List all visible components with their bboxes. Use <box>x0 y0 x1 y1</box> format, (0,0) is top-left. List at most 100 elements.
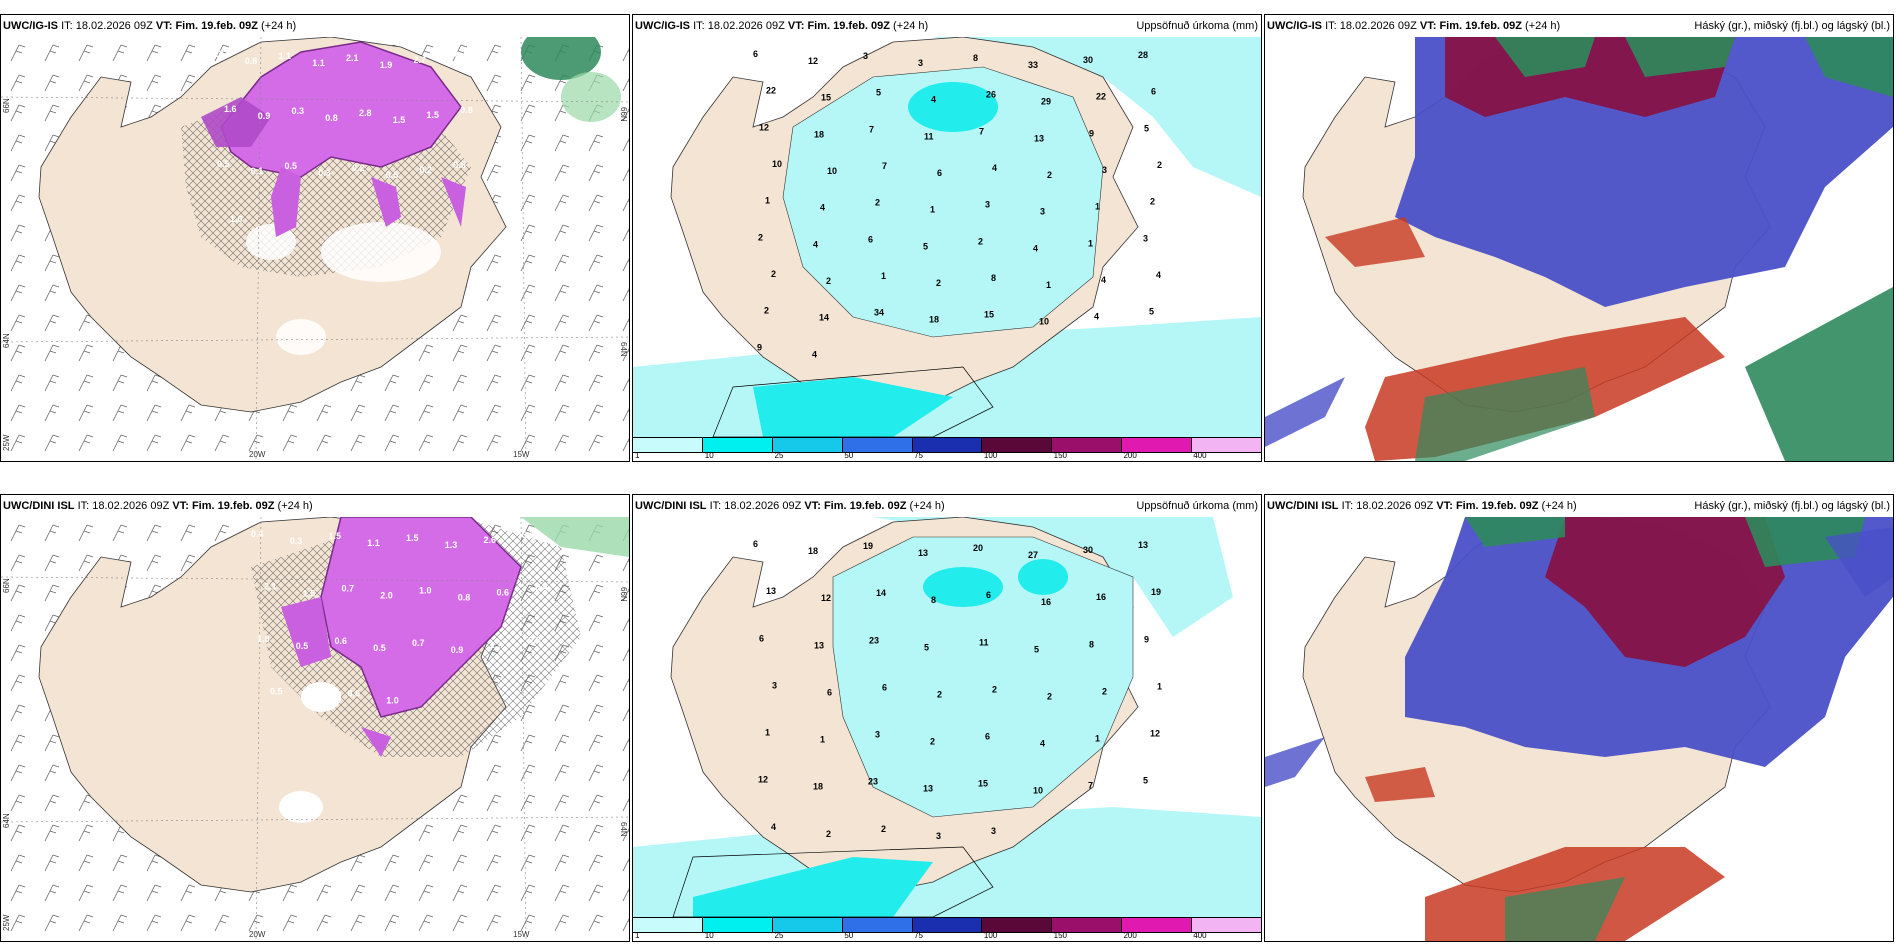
precip-value: 3 <box>1040 207 1045 217</box>
precip-value: 2.8 <box>359 108 372 118</box>
lat-label-66: 66N <box>2 98 11 113</box>
precip-value: 16 <box>1096 592 1106 602</box>
precip-value: 2 <box>930 737 935 747</box>
precip-value: 1.0 <box>386 696 399 706</box>
precip-value: 0.3 <box>292 106 305 116</box>
precip-value: 2.0 <box>380 591 393 601</box>
precip-value: 1.1 <box>367 538 380 548</box>
legend-tick-label: 50 <box>844 931 854 940</box>
precip-value: 0.8 <box>458 593 471 603</box>
model-name: UWC/DINI ISL <box>635 500 707 512</box>
precip-value: 6 <box>937 168 942 178</box>
init-time: 18.02.2026 09Z <box>1339 20 1417 32</box>
init-time: 18.02.2026 09Z <box>1356 500 1434 512</box>
precip-value: 18 <box>814 129 824 139</box>
precip-value: 6 <box>753 539 758 549</box>
it-label: IT: <box>693 20 705 32</box>
precip-value: 7 <box>979 126 984 136</box>
precip-value: 15 <box>978 779 988 789</box>
legend-swatch <box>633 438 702 452</box>
map-area: 66N 64N 66N 64N 20W 15W 25W 1.3 0.8 1.1 1.1… <box>1 37 629 461</box>
precip-value: 10 <box>827 166 837 176</box>
precip-value: 1 <box>1046 280 1051 290</box>
precip-value: 6 <box>985 732 990 742</box>
precip-value: 2 <box>992 684 997 694</box>
precip-value: 12 <box>1150 729 1160 739</box>
init-time: 18.02.2026 09Z <box>92 500 170 512</box>
legend-tick-label: 100 <box>983 931 998 940</box>
it-label: IT: <box>1325 20 1337 32</box>
precip-value: 5 <box>1034 644 1039 654</box>
precip-value: 34 <box>874 308 884 318</box>
precip-value: 2 <box>826 276 831 286</box>
precip-value: 3.3 <box>522 530 535 540</box>
lon-label-25: 25W <box>2 914 11 931</box>
precip-value: 1.1 <box>279 51 292 61</box>
precip-value: 11 <box>924 131 934 141</box>
precip-value: 10 <box>1039 317 1049 327</box>
legend-swatch <box>1191 918 1261 932</box>
precip-value: 0.6 <box>335 636 348 646</box>
precip-value: 27 <box>1028 550 1038 560</box>
precip-value: 1 <box>765 728 770 738</box>
precip-value: 6 <box>868 234 873 244</box>
lat-label-66-right: 66N <box>619 107 628 122</box>
precip-value: 2 <box>1047 691 1052 701</box>
model-name: UWC/IG-IS <box>3 20 58 32</box>
legend-swatch <box>841 438 912 452</box>
precip-value: 5 <box>1143 776 1148 786</box>
precip-value: 10 <box>772 159 782 169</box>
legend-tick-label: 100 <box>983 451 998 460</box>
panel-header: UWC/IG-IS IT: 18.02.2026 09Z VT: Fim. 19… <box>1 15 629 37</box>
precip-value: 28 <box>1138 50 1148 60</box>
precip-value: 14 <box>876 588 886 598</box>
precip-value: 1.5 <box>427 110 440 120</box>
vt-label: VT: <box>1419 20 1437 32</box>
precip-value: 5 <box>876 88 881 98</box>
it-label: IT: <box>77 500 90 512</box>
precip-value: 29 <box>1041 97 1051 107</box>
precip-value: 3 <box>936 831 941 841</box>
precip-value: 8 <box>1089 639 1094 649</box>
map-area: 6 18 19 13 20 27 30 13 13 12 14 8 6 16 16 19 6 13 23 5 11 5 8 9… <box>633 517 1261 941</box>
legend-swatch <box>771 918 842 932</box>
precip-value: 4 <box>1040 739 1045 749</box>
precip-value: 1 <box>1095 202 1100 212</box>
precip-value: 14 <box>819 313 829 323</box>
precip-value: 20 <box>973 543 983 553</box>
lead-time: (+24 h) <box>1541 500 1577 512</box>
vt-label: VT: <box>804 500 821 512</box>
precip-value: 3 <box>1102 165 1107 175</box>
panel-title: Uppsöfnuð úrkoma (mm) <box>1136 20 1258 32</box>
precip-value: 3 <box>772 680 777 690</box>
precip-value: 1 <box>765 196 770 206</box>
precip-value: 15 <box>821 93 831 103</box>
precip-value: 0.1 <box>251 166 264 176</box>
precip-value: 1.6 <box>224 104 237 114</box>
lat-label-64: 64N <box>2 813 11 828</box>
precip-value: 1.8 <box>257 634 270 644</box>
lat-label-64: 64N <box>2 333 11 348</box>
precip-value: 12 <box>759 122 769 132</box>
precip-value: 11 <box>979 637 989 647</box>
vt-label: VT: <box>172 500 189 512</box>
precip-value: 6 <box>986 590 991 600</box>
precip-value: 2 <box>875 198 880 208</box>
legend-tick-label: 1 <box>635 931 640 940</box>
it-label: IT: <box>61 20 73 32</box>
precip-value: 0.6 <box>309 694 322 704</box>
precip-value: 5 <box>1149 307 1154 317</box>
model-name: UWC/DINI ISL <box>1267 500 1339 512</box>
valid-time: Fim. 19.feb. 09Z <box>175 20 258 32</box>
legend-tick-label: 400 <box>1193 451 1207 460</box>
precip-value: 3 <box>1143 233 1148 243</box>
legend-swatch <box>701 918 772 932</box>
precip-value: 1 <box>1095 734 1100 744</box>
precip-value-labels: 1.3 0.8 1.1 1.1 2.1 1.9 2.7 2.4 1.6 0.9 0.3 0.8 2.8 1… <box>211 49 473 224</box>
precip-value: 0.5 <box>296 641 309 651</box>
precip-value: 2.4 <box>447 50 460 60</box>
precip-value: 30 <box>1083 55 1093 65</box>
precip-value: 0.8 <box>348 689 361 699</box>
precip-value: 13 <box>923 784 933 794</box>
